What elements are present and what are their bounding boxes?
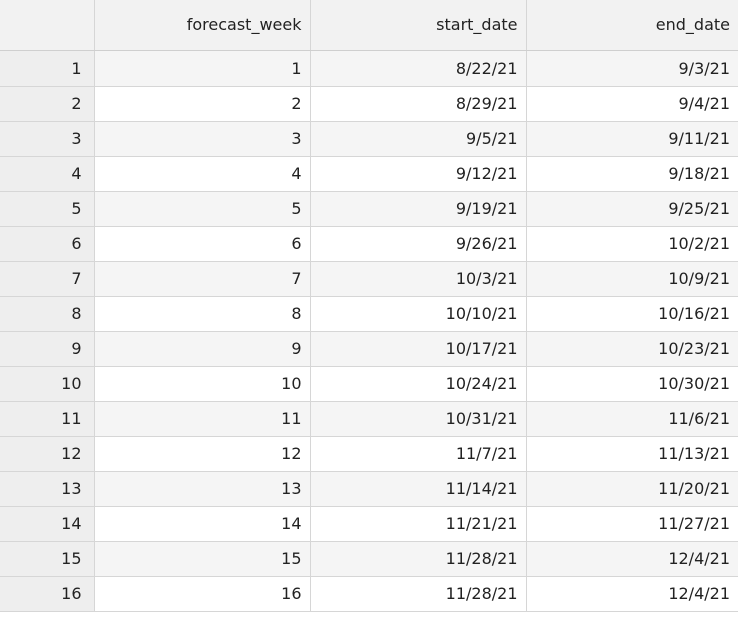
- start-date-cell[interactable]: 11/7/21: [310, 436, 527, 472]
- forecast-week-cell[interactable]: 15: [94, 541, 311, 577]
- row-index-cell[interactable]: 5: [0, 191, 95, 227]
- table-body: 1 1 8/22/21 9/3/21 2 2 8/29/21 9/4/21 3 3 9/5/21 9/…: [0, 50, 738, 612]
- table-row[interactable]: 10 10 10/24/21 10/30/21: [0, 366, 738, 402]
- forecast-week-cell[interactable]: 13: [94, 471, 311, 507]
- forecast-week-cell[interactable]: 6: [94, 226, 311, 262]
- table-row[interactable]: 12 12 11/7/21 11/13/21: [0, 436, 738, 472]
- column-header-start-date[interactable]: start_date: [310, 0, 527, 51]
- start-date-cell[interactable]: 9/12/21: [310, 156, 527, 192]
- row-index-cell[interactable]: 14: [0, 506, 95, 542]
- end-date-cell[interactable]: 9/18/21: [526, 156, 738, 192]
- start-date-cell[interactable]: 8/22/21: [310, 50, 527, 87]
- table-row[interactable]: 7 7 10/3/21 10/9/21: [0, 261, 738, 297]
- forecast-week-cell[interactable]: 10: [94, 366, 311, 402]
- table-row[interactable]: 11 11 10/31/21 11/6/21: [0, 401, 738, 437]
- column-header-index[interactable]: [0, 0, 95, 51]
- row-index-cell[interactable]: 12: [0, 436, 95, 472]
- end-date-cell[interactable]: 10/16/21: [526, 296, 738, 332]
- forecast-week-cell[interactable]: 4: [94, 156, 311, 192]
- forecast-week-cell[interactable]: 12: [94, 436, 311, 472]
- start-date-cell[interactable]: 10/17/21: [310, 331, 527, 367]
- forecast-week-cell[interactable]: 2: [94, 86, 311, 122]
- end-date-cell[interactable]: 11/27/21: [526, 506, 738, 542]
- start-date-cell[interactable]: 10/31/21: [310, 401, 527, 437]
- table-row[interactable]: 4 4 9/12/21 9/18/21: [0, 156, 738, 192]
- forecast-week-cell[interactable]: 7: [94, 261, 311, 297]
- table-row[interactable]: 1 1 8/22/21 9/3/21: [0, 50, 738, 87]
- end-date-cell[interactable]: 12/4/21: [526, 576, 738, 612]
- column-header-forecast-week[interactable]: forecast_week: [94, 0, 311, 51]
- end-date-cell[interactable]: 10/30/21: [526, 366, 738, 402]
- start-date-cell[interactable]: 8/29/21: [310, 86, 527, 122]
- table-header: forecast_week start_date end_date: [0, 0, 738, 51]
- row-index-cell[interactable]: 9: [0, 331, 95, 367]
- forecast-week-cell[interactable]: 8: [94, 296, 311, 332]
- table-row[interactable]: 5 5 9/19/21 9/25/21: [0, 191, 738, 227]
- forecast-week-cell[interactable]: 16: [94, 576, 311, 612]
- row-index-cell[interactable]: 6: [0, 226, 95, 262]
- row-index-cell[interactable]: 15: [0, 541, 95, 577]
- start-date-cell[interactable]: 11/28/21: [310, 541, 527, 577]
- forecast-week-cell[interactable]: 1: [94, 50, 311, 87]
- table-row[interactable]: 15 15 11/28/21 12/4/21: [0, 541, 738, 577]
- row-index-cell[interactable]: 1: [0, 50, 95, 87]
- forecast-week-cell[interactable]: 11: [94, 401, 311, 437]
- end-date-cell[interactable]: 10/23/21: [526, 331, 738, 367]
- end-date-cell[interactable]: 10/9/21: [526, 261, 738, 297]
- start-date-cell[interactable]: 11/14/21: [310, 471, 527, 507]
- end-date-cell[interactable]: 11/13/21: [526, 436, 738, 472]
- table-row[interactable]: 14 14 11/21/21 11/27/21: [0, 506, 738, 542]
- table-row[interactable]: 16 16 11/28/21 12/4/21: [0, 576, 738, 612]
- end-date-cell[interactable]: 12/4/21: [526, 541, 738, 577]
- table-row[interactable]: 8 8 10/10/21 10/16/21: [0, 296, 738, 332]
- end-date-cell[interactable]: 10/2/21: [526, 226, 738, 262]
- table-row[interactable]: 6 6 9/26/21 10/2/21: [0, 226, 738, 262]
- end-date-cell[interactable]: 11/6/21: [526, 401, 738, 437]
- start-date-cell[interactable]: 10/24/21: [310, 366, 527, 402]
- forecast-week-cell[interactable]: 9: [94, 331, 311, 367]
- forecast-week-cell[interactable]: 3: [94, 121, 311, 157]
- start-date-cell[interactable]: 10/3/21: [310, 261, 527, 297]
- table-row[interactable]: 9 9 10/17/21 10/23/21: [0, 331, 738, 367]
- end-date-cell[interactable]: 9/11/21: [526, 121, 738, 157]
- end-date-cell[interactable]: 9/4/21: [526, 86, 738, 122]
- row-index-cell[interactable]: 4: [0, 156, 95, 192]
- row-index-cell[interactable]: 7: [0, 261, 95, 297]
- start-date-cell[interactable]: 9/26/21: [310, 226, 527, 262]
- start-date-cell[interactable]: 11/28/21: [310, 576, 527, 612]
- start-date-cell[interactable]: 10/10/21: [310, 296, 527, 332]
- row-index-cell[interactable]: 2: [0, 86, 95, 122]
- row-index-cell[interactable]: 13: [0, 471, 95, 507]
- row-index-cell[interactable]: 11: [0, 401, 95, 437]
- row-index-cell[interactable]: 10: [0, 366, 95, 402]
- end-date-cell[interactable]: 9/3/21: [526, 50, 738, 87]
- start-date-cell[interactable]: 9/5/21: [310, 121, 527, 157]
- header-row: forecast_week start_date end_date: [0, 0, 738, 51]
- end-date-cell[interactable]: 9/25/21: [526, 191, 738, 227]
- start-date-cell[interactable]: 11/21/21: [310, 506, 527, 542]
- column-header-end-date[interactable]: end_date: [526, 0, 738, 51]
- row-index-cell[interactable]: 16: [0, 576, 95, 612]
- start-date-cell[interactable]: 9/19/21: [310, 191, 527, 227]
- table-row[interactable]: 13 13 11/14/21 11/20/21: [0, 471, 738, 507]
- table-row[interactable]: 3 3 9/5/21 9/11/21: [0, 121, 738, 157]
- forecast-week-cell[interactable]: 5: [94, 191, 311, 227]
- end-date-cell[interactable]: 11/20/21: [526, 471, 738, 507]
- table-row[interactable]: 2 2 8/29/21 9/4/21: [0, 86, 738, 122]
- forecast-week-cell[interactable]: 14: [94, 506, 311, 542]
- row-index-cell[interactable]: 3: [0, 121, 95, 157]
- row-index-cell[interactable]: 8: [0, 296, 95, 332]
